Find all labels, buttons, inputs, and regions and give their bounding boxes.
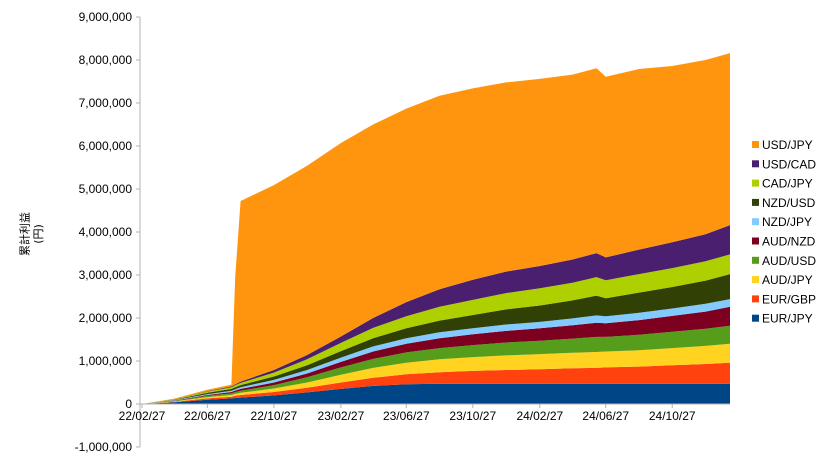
- legend-label: EUR/GBP: [762, 292, 816, 306]
- area-series-group: [142, 53, 730, 404]
- legend-label: CAD/JPY: [762, 177, 813, 191]
- legend-label: NZD/JPY: [762, 215, 812, 229]
- y-tick-label: 8,000,000: [79, 53, 133, 67]
- legend-label: AUD/NZD: [762, 235, 816, 249]
- legend-item-aud-nzd: AUD/NZD: [752, 235, 816, 249]
- legend-label: USD/CAD: [762, 157, 816, 171]
- x-tick-label: 23/10/27: [449, 409, 496, 423]
- legend-label: NZD/USD: [762, 196, 816, 210]
- legend-swatch: [752, 218, 759, 226]
- y-tick-label: 1,000,000: [79, 354, 133, 368]
- legend-item-aud-usd: AUD/USD: [752, 254, 816, 268]
- legend-item-aud-jpy: AUD/JPY: [752, 273, 813, 287]
- legend-item-eur-gbp: EUR/GBP: [752, 292, 816, 306]
- legend-item-nzd-jpy: NZD/JPY: [752, 215, 812, 229]
- area-aud-nzd: [142, 306, 730, 404]
- area-nzd-jpy: [142, 299, 730, 404]
- y-tick-label: 3,000,000: [79, 268, 133, 282]
- legend-swatch: [752, 295, 759, 303]
- legend-swatch: [752, 141, 759, 148]
- area-usd-cad: [142, 225, 730, 404]
- y-tick-label: 0: [125, 397, 132, 411]
- legend-label: USD/JPY: [762, 138, 813, 152]
- y-axis-label: 累計利益(円): [18, 212, 45, 256]
- legend-swatch: [752, 179, 759, 187]
- area-eur-jpy: [142, 383, 730, 404]
- legend-item-cad-jpy: CAD/JPY: [752, 177, 813, 191]
- legend-item-usd-jpy: USD/JPY: [752, 138, 813, 152]
- x-tick-label: 23/06/27: [383, 409, 430, 423]
- legend-item-nzd-usd: NZD/USD: [752, 196, 816, 210]
- x-tick-label: 22/02/27: [119, 409, 166, 423]
- y-tick-label: 4,000,000: [79, 225, 133, 239]
- area-cad-jpy: [142, 254, 730, 404]
- legend: USD/JPY USD/CAD CAD/JPY NZD/USD NZD/JPY AUD/N…: [752, 138, 816, 326]
- area-eur-gbp: [142, 362, 730, 404]
- x-tick-label: 23/02/27: [318, 409, 365, 423]
- legend-label: EUR/JPY: [762, 312, 813, 326]
- legend-swatch: [752, 276, 759, 284]
- legend-swatch: [752, 237, 759, 245]
- y-tick-label: 2,000,000: [79, 311, 133, 325]
- y-tick-label: -1,000,000: [75, 440, 133, 454]
- area-aud-jpy: [142, 343, 730, 404]
- x-tick-label: 24/10/27: [649, 409, 696, 423]
- legend-swatch: [752, 314, 759, 322]
- x-tick-label: 22/10/27: [251, 409, 298, 423]
- x-tick-label: 22/06/27: [184, 409, 231, 423]
- area-nzd-usd: [142, 274, 730, 404]
- x-tick-labels: 22/02/27 22/06/27 22/10/27 23/02/27 23/06/27…: [119, 404, 696, 423]
- y-tick-label: 6,000,000: [79, 139, 133, 153]
- legend-label: AUD/USD: [762, 254, 816, 268]
- y-tick-labels: -1,000,000 0 1,000,000 2,000,000 3,000,000 4,…: [75, 10, 140, 454]
- legend-label: AUD/JPY: [762, 273, 813, 287]
- x-tick-label: 24/06/27: [582, 409, 629, 423]
- y-axis-title: 累計利益(円): [18, 212, 45, 256]
- y-tick-label: 9,000,000: [79, 10, 133, 24]
- x-tick-label: 24/02/27: [516, 409, 563, 423]
- area-aud-usd: [142, 325, 730, 404]
- legend-item-usd-cad: USD/CAD: [752, 157, 816, 171]
- legend-item-eur-jpy: EUR/JPY: [752, 312, 813, 326]
- y-tick-label: 7,000,000: [79, 96, 133, 110]
- legend-swatch: [752, 256, 759, 264]
- legend-swatch: [752, 198, 759, 206]
- legend-swatch: [752, 160, 759, 168]
- area-usd-jpy: [142, 53, 730, 404]
- y-tick-label: 5,000,000: [79, 182, 133, 196]
